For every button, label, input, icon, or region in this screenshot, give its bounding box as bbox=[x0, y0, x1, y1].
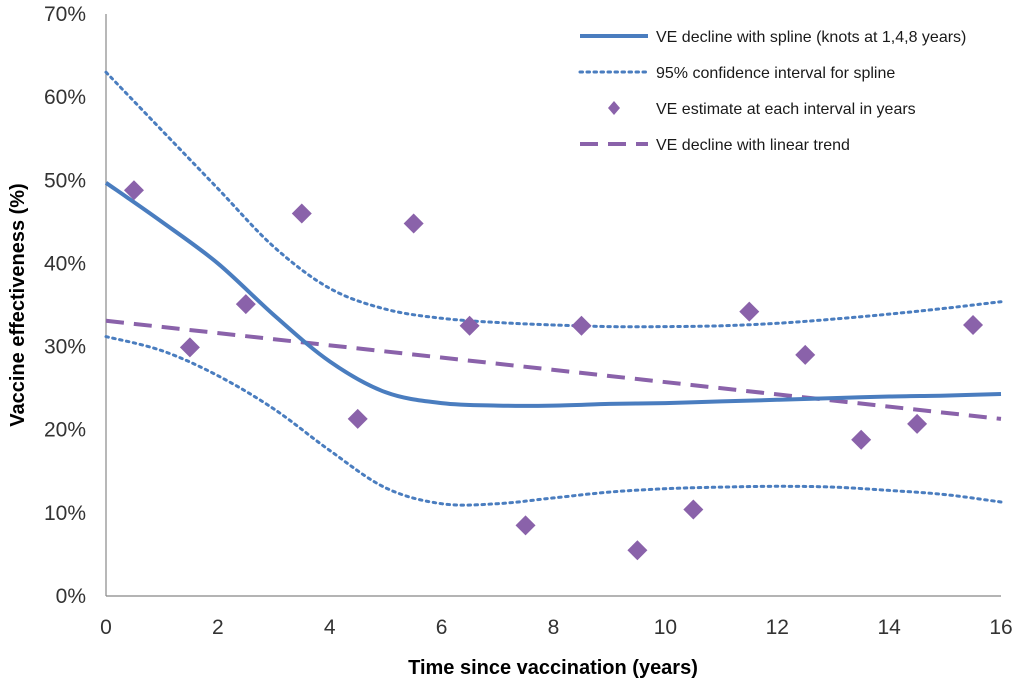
legend-swatch-points bbox=[608, 101, 620, 115]
legend-label-linear: VE decline with linear trend bbox=[656, 137, 850, 154]
x-tick-labels: 0 2 4 6 8 10 12 14 16 bbox=[100, 616, 1013, 639]
plot-area: 0% 10% 20% 30% 40% 50% 60% 70% 0 2 4 6 8 10 12 14 16 bbox=[44, 3, 1013, 639]
spline-line bbox=[104, 181, 1002, 408]
y-tick-label: 0% bbox=[56, 585, 86, 608]
y-tick-label: 20% bbox=[44, 419, 86, 442]
ve-estimate-point bbox=[907, 413, 928, 434]
ve-estimate-point bbox=[515, 515, 536, 536]
ve-estimate-point bbox=[291, 203, 312, 224]
y-tick-label: 50% bbox=[44, 169, 86, 192]
ve-estimate-point bbox=[851, 429, 872, 450]
ve-estimate-point bbox=[963, 314, 984, 335]
y-tick-label: 10% bbox=[44, 502, 86, 525]
x-tick-label: 6 bbox=[436, 616, 448, 639]
x-tick-label: 10 bbox=[654, 616, 677, 639]
ci-lower-line bbox=[104, 335, 1003, 507]
y-tick-label: 60% bbox=[44, 86, 86, 109]
ve-estimate-point bbox=[235, 294, 256, 315]
y-tick-labels: 0% 10% 20% 30% 40% 50% 60% 70% bbox=[44, 3, 86, 608]
x-tick-label: 14 bbox=[877, 616, 901, 639]
y-axis-title: Vaccine effectiveness (%) bbox=[7, 183, 29, 426]
x-tick-label: 8 bbox=[548, 616, 560, 639]
y-tick-label: 70% bbox=[44, 3, 86, 26]
ve-estimate-point bbox=[683, 499, 704, 520]
ve-estimate-point bbox=[123, 180, 144, 201]
x-tick-label: 0 bbox=[100, 616, 112, 639]
ve-estimate-point bbox=[795, 344, 816, 365]
ve-estimate-point bbox=[739, 301, 760, 322]
legend-label-points: VE estimate at each interval in years bbox=[656, 101, 916, 118]
ve-estimate-point bbox=[403, 213, 424, 234]
legend-label-ci: 95% confidence interval for spline bbox=[656, 65, 895, 82]
legend-label-spline: VE decline with spline (knots at 1,4,8 y… bbox=[656, 29, 966, 46]
legend: VE decline with spline (knots at 1,4,8 y… bbox=[578, 29, 966, 154]
y-tick-label: 30% bbox=[44, 336, 86, 359]
x-axis-title: Time since vaccination (years) bbox=[408, 657, 698, 679]
series-layer bbox=[104, 70, 1003, 561]
ve-estimate-point bbox=[179, 337, 200, 358]
x-tick-label: 2 bbox=[212, 616, 224, 639]
x-tick-label: 16 bbox=[989, 616, 1012, 639]
ci-upper-line bbox=[104, 70, 1003, 329]
ve-estimate-point bbox=[627, 540, 648, 561]
ve-estimate-point bbox=[347, 408, 368, 429]
y-tick-label: 40% bbox=[44, 252, 86, 275]
ve-estimate-point bbox=[459, 315, 480, 336]
x-tick-label: 4 bbox=[324, 616, 336, 639]
linear-trend-line bbox=[105, 318, 1002, 421]
ve-estimate-point bbox=[571, 315, 592, 336]
x-tick-label: 12 bbox=[766, 616, 789, 639]
